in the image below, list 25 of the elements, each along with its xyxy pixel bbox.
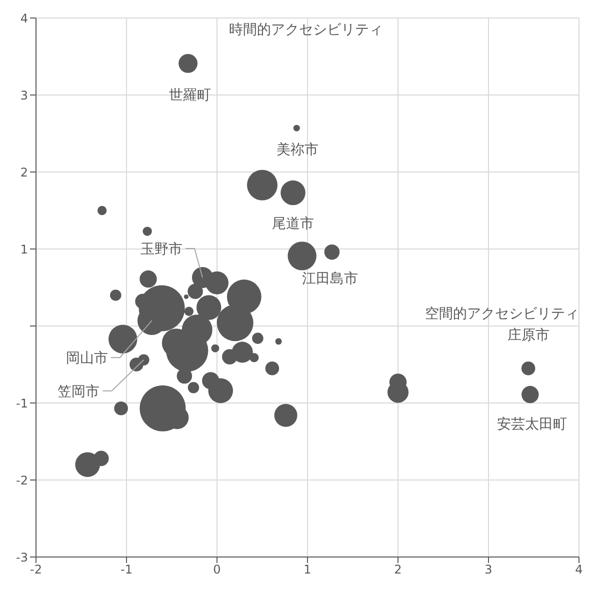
y-tick-label: -3 bbox=[16, 550, 28, 564]
x-tick-label: -2 bbox=[30, 562, 42, 577]
annotation: 笠岡市 bbox=[58, 384, 100, 400]
annotation: 尾道市 bbox=[272, 216, 314, 232]
annotation: 庄原市 bbox=[507, 327, 550, 344]
annotation: 安芸太田町 bbox=[497, 416, 568, 433]
x-tick-label: 2 bbox=[394, 562, 402, 577]
x-tick-label: -1 bbox=[120, 562, 132, 577]
x-tick-label: 0 bbox=[213, 562, 221, 577]
y-axis-title: 時間的アクセシビリティ bbox=[229, 22, 383, 38]
y-tick-label: 2 bbox=[20, 165, 28, 180]
annotation: 世羅町 bbox=[169, 87, 212, 104]
y-tick-label: 4 bbox=[20, 11, 28, 26]
y-tick-label: 3 bbox=[20, 88, 28, 102]
y-tick-label: 1 bbox=[20, 242, 28, 256]
annotation: 岡山市 bbox=[66, 350, 108, 367]
x-tick-label: 3 bbox=[484, 562, 492, 577]
annotation: 江田島市 bbox=[302, 270, 358, 287]
y-tick-label: -2 bbox=[16, 473, 28, 488]
x-tick-label: 1 bbox=[304, 562, 312, 577]
y-tick-label: -1 bbox=[16, 396, 28, 410]
x-axis-title: 空間的アクセシビリティ bbox=[425, 306, 579, 322]
annotation: 美祢市 bbox=[276, 142, 319, 158]
annotation: 玉野市 bbox=[140, 241, 183, 258]
x-tick-label: 4 bbox=[575, 562, 583, 577]
